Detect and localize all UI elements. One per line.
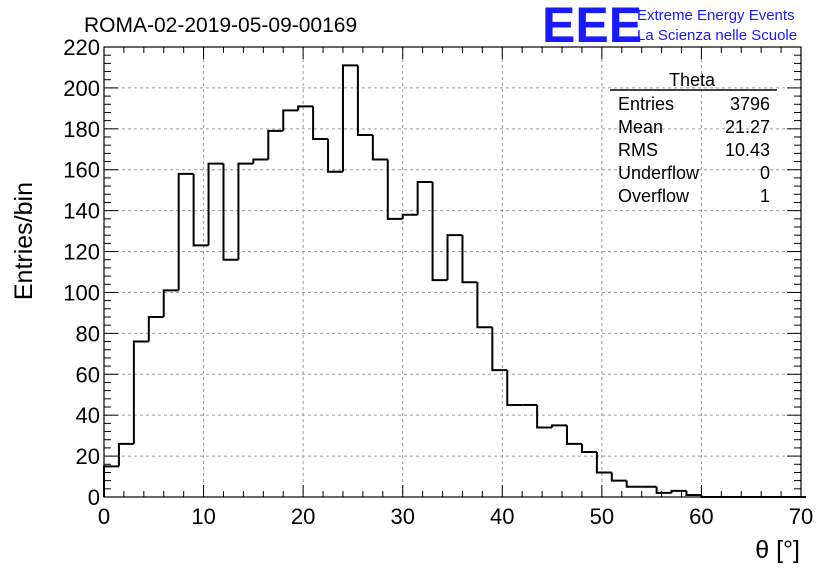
stats-row-label: Entries — [618, 94, 674, 114]
stats-row-label: Underflow — [618, 163, 700, 183]
histogram-bin — [341, 64, 358, 172]
histogram-bin — [536, 404, 553, 429]
histogram-bin — [132, 340, 149, 444]
histogram-bin — [401, 213, 418, 219]
stats-row-value: 3796 — [730, 94, 770, 114]
stats-row-value: 10.43 — [725, 140, 770, 160]
y-tick-label: 180 — [63, 117, 100, 142]
eee-logo: EEE Extreme Energy Events La Scienza nel… — [542, 0, 797, 53]
y-tick-label: 120 — [63, 240, 100, 265]
histogram-bin — [506, 370, 523, 406]
stats-row-label: Mean — [618, 117, 663, 137]
y-tick-label: 140 — [63, 199, 100, 224]
histogram-bin — [162, 289, 179, 317]
histogram-bin — [192, 173, 209, 247]
histogram-bin — [282, 109, 299, 131]
y-tick-label: 40 — [76, 403, 100, 428]
axis-ticks — [103, 46, 802, 498]
histogram-bin — [595, 452, 612, 474]
histogram-bin — [147, 316, 164, 342]
histogram-bins — [103, 64, 806, 498]
stats-row-label: RMS — [618, 140, 658, 160]
histogram-bin — [252, 158, 269, 164]
histogram-bin — [610, 472, 627, 482]
x-tick-label: 30 — [390, 504, 414, 529]
grid-lines — [104, 47, 801, 497]
y-tick-label: 0 — [88, 485, 100, 510]
y-tick-label: 220 — [63, 35, 100, 60]
x-tick-label: 10 — [191, 504, 215, 529]
y-tick-label: 80 — [76, 321, 100, 346]
histogram-bin — [312, 106, 329, 141]
plot-frame — [103, 46, 802, 498]
histogram-bin — [476, 282, 493, 329]
x-tick-label: 50 — [590, 504, 614, 529]
x-tick-label: 20 — [291, 504, 315, 529]
histogram-bin — [117, 442, 134, 467]
histogram-bin — [551, 424, 568, 428]
x-tick-label: 70 — [789, 504, 813, 529]
histogram-bin — [371, 134, 388, 161]
x-tick-label: 60 — [689, 504, 713, 529]
x-tick-labels: 0 10 20 30 40 50 60 70 — [98, 504, 813, 529]
x-tick-label: 0 — [98, 504, 110, 529]
histogram-bin — [446, 234, 463, 281]
stats-row-value: 1 — [760, 186, 770, 206]
y-tick-label: 20 — [76, 444, 100, 469]
y-tick-label: 60 — [76, 362, 100, 387]
histogram-bin — [356, 65, 373, 136]
x-tick-label: 40 — [490, 504, 514, 529]
histogram-bin — [461, 235, 478, 284]
stats-row-label: Overflow — [618, 186, 690, 206]
histogram-bin — [566, 425, 582, 445]
y-axis-title: Entries/bin — [10, 182, 38, 300]
y-tick-label: 100 — [63, 280, 100, 305]
histogram-bin — [222, 163, 239, 261]
stats-rows: Entries 3796 Mean 21.27 RMS 10.43 Underflow 0 Ov… — [618, 94, 770, 206]
histogram-bin — [655, 486, 672, 494]
stats-row-value: 21.27 — [725, 117, 770, 137]
eee-logo-line2: La Scienza nelle Scuole — [637, 27, 797, 44]
histogram-bin — [386, 159, 403, 220]
histogram-bin — [431, 182, 448, 282]
y-tick-label: 160 — [63, 158, 100, 183]
histogram-bin — [416, 181, 433, 215]
stats-box-title: Theta — [669, 70, 716, 90]
histogram-bin — [491, 327, 508, 372]
histogram-bin — [580, 443, 597, 453]
histogram-bin — [267, 129, 284, 160]
x-axis-title: θ [°] — [755, 536, 800, 564]
histogram-bin — [207, 162, 224, 246]
histogram-bin — [327, 139, 343, 173]
histogram-bin — [685, 490, 702, 496]
eee-logo-line1: Extreme Energy Events — [637, 7, 795, 24]
histogram-bin — [297, 105, 314, 111]
histogram-bin — [625, 480, 642, 488]
stats-row-value: 0 — [760, 163, 770, 183]
histogram-bin — [237, 162, 254, 260]
histogram-bin — [103, 465, 119, 497]
chart-title: ROMA-02-2019-05-09-00169 — [84, 14, 357, 37]
stats-box: Theta Entries 3796 Mean 21.27 RMS 10.43 Underf… — [610, 70, 777, 206]
y-tick-label: 200 — [63, 76, 100, 101]
histogram-bin — [177, 172, 194, 291]
y-tick-labels: 0 20 40 60 80 100 120 140 160 180 200 220 — [63, 35, 100, 510]
histogram-bin — [670, 489, 687, 493]
eee-logo-text: EEE — [542, 0, 642, 53]
